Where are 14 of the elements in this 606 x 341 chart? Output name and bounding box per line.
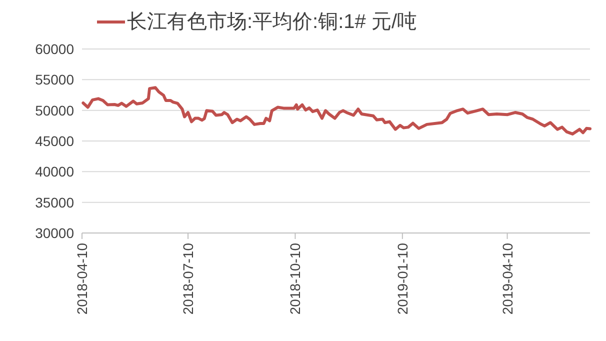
y-tick-label: 60000 [35, 41, 74, 57]
x-tick-label: 2018-10-10 [287, 242, 304, 315]
x-tick-label: 2018-04-10 [74, 242, 90, 315]
y-tick-label: 40000 [35, 164, 74, 180]
y-tick-label: 45000 [35, 133, 74, 149]
y-tick-label: 30000 [35, 225, 74, 241]
x-tick-label: 2018-07-10 [180, 242, 196, 315]
line-series [82, 86, 592, 136]
legend-label: 长江有色市场:平均价:铜:1# 元/吨 [127, 11, 418, 33]
y-tick-label: 55000 [35, 72, 74, 88]
y-tick-label: 50000 [35, 102, 74, 118]
x-tick-label: 2019-01-10 [394, 242, 410, 315]
x-tick-label: 2019-04-10 [499, 242, 516, 315]
y-tick-label: 35000 [35, 194, 74, 210]
